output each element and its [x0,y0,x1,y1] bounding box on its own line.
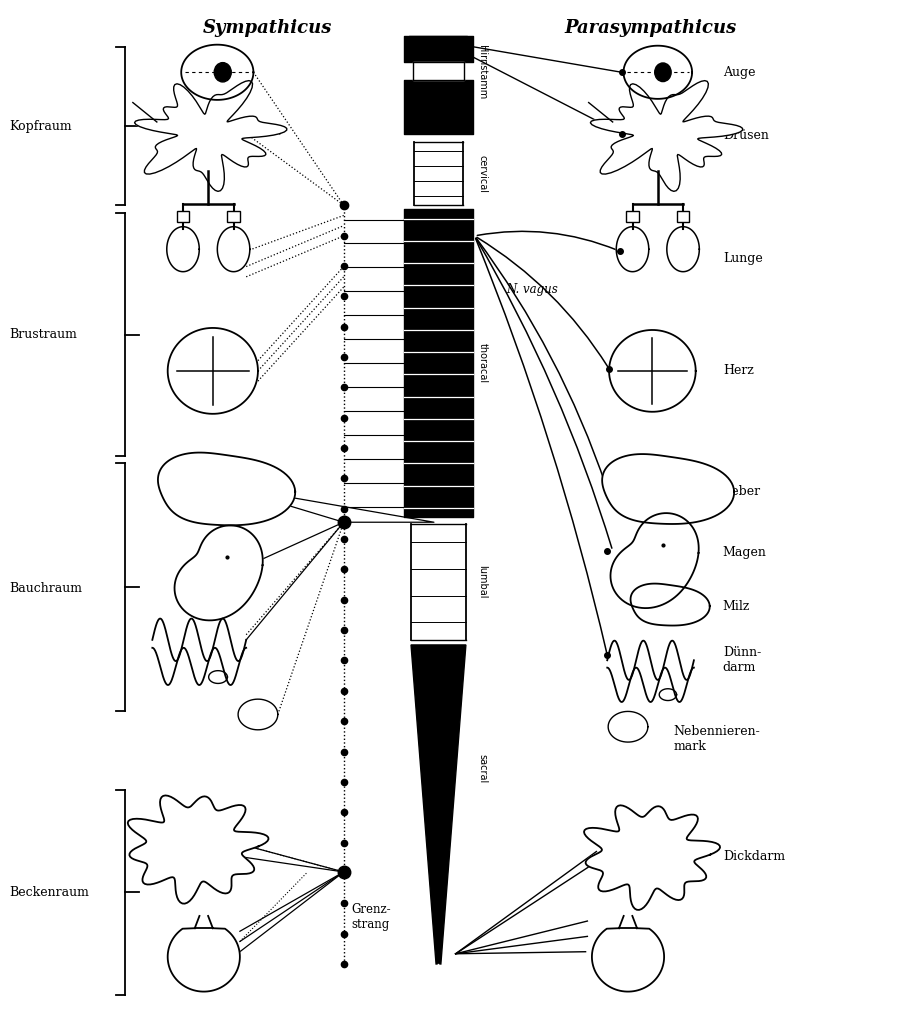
Bar [176,211,189,221]
Text: N. vagus: N. vagus [506,283,557,296]
Polygon shape [174,525,263,621]
Polygon shape [630,584,709,626]
Text: Dünn-
darm: Dünn- darm [722,646,760,674]
Polygon shape [135,81,286,191]
Polygon shape [409,37,467,56]
Bar [227,211,239,221]
Text: Dickdarm: Dickdarm [722,850,784,863]
Text: lumbal: lumbal [477,565,487,599]
Polygon shape [127,796,268,903]
Polygon shape [237,699,277,730]
Circle shape [214,62,231,82]
Polygon shape [181,45,253,100]
Bar [626,211,638,221]
Text: Herz: Herz [722,365,753,378]
Polygon shape [591,928,664,991]
Polygon shape [610,513,698,608]
Text: Beckenraum: Beckenraum [10,886,89,899]
Polygon shape [590,81,741,191]
Polygon shape [166,226,199,271]
Polygon shape [158,453,295,525]
Polygon shape [666,226,699,271]
Text: Milz: Milz [722,600,749,612]
Text: Kopfraum: Kopfraum [10,120,72,133]
Bar [676,211,689,221]
Text: Hirnstamm: Hirnstamm [477,45,487,99]
Text: Auge: Auge [722,66,754,79]
Polygon shape [616,226,648,271]
Text: cervical: cervical [477,155,487,193]
Text: Blase: Blase [615,976,649,989]
Polygon shape [583,805,720,910]
Text: Brustraum: Brustraum [10,328,78,341]
Text: Grenz-
strang: Grenz- strang [350,902,390,931]
Polygon shape [168,328,257,414]
Polygon shape [601,454,733,524]
Polygon shape [658,689,675,700]
Text: Drüsen: Drüsen [722,129,768,142]
Polygon shape [167,928,239,991]
Text: Bauchraum: Bauchraum [10,583,83,595]
Text: Parasympathicus: Parasympathicus [563,19,736,37]
Text: sacral: sacral [477,754,487,783]
Text: Nebennieren-
mark: Nebennieren- mark [673,725,759,753]
Polygon shape [623,46,692,99]
Polygon shape [609,330,695,412]
Text: Leber: Leber [722,485,759,498]
Polygon shape [209,671,228,683]
Text: thoracal: thoracal [477,343,487,383]
Polygon shape [608,712,647,742]
Polygon shape [434,964,442,999]
Text: Lunge: Lunge [722,252,762,265]
Polygon shape [411,645,465,964]
Circle shape [654,62,670,82]
Text: Magen: Magen [722,547,766,559]
Text: Sympathicus: Sympathicus [202,19,331,37]
Polygon shape [217,226,249,271]
